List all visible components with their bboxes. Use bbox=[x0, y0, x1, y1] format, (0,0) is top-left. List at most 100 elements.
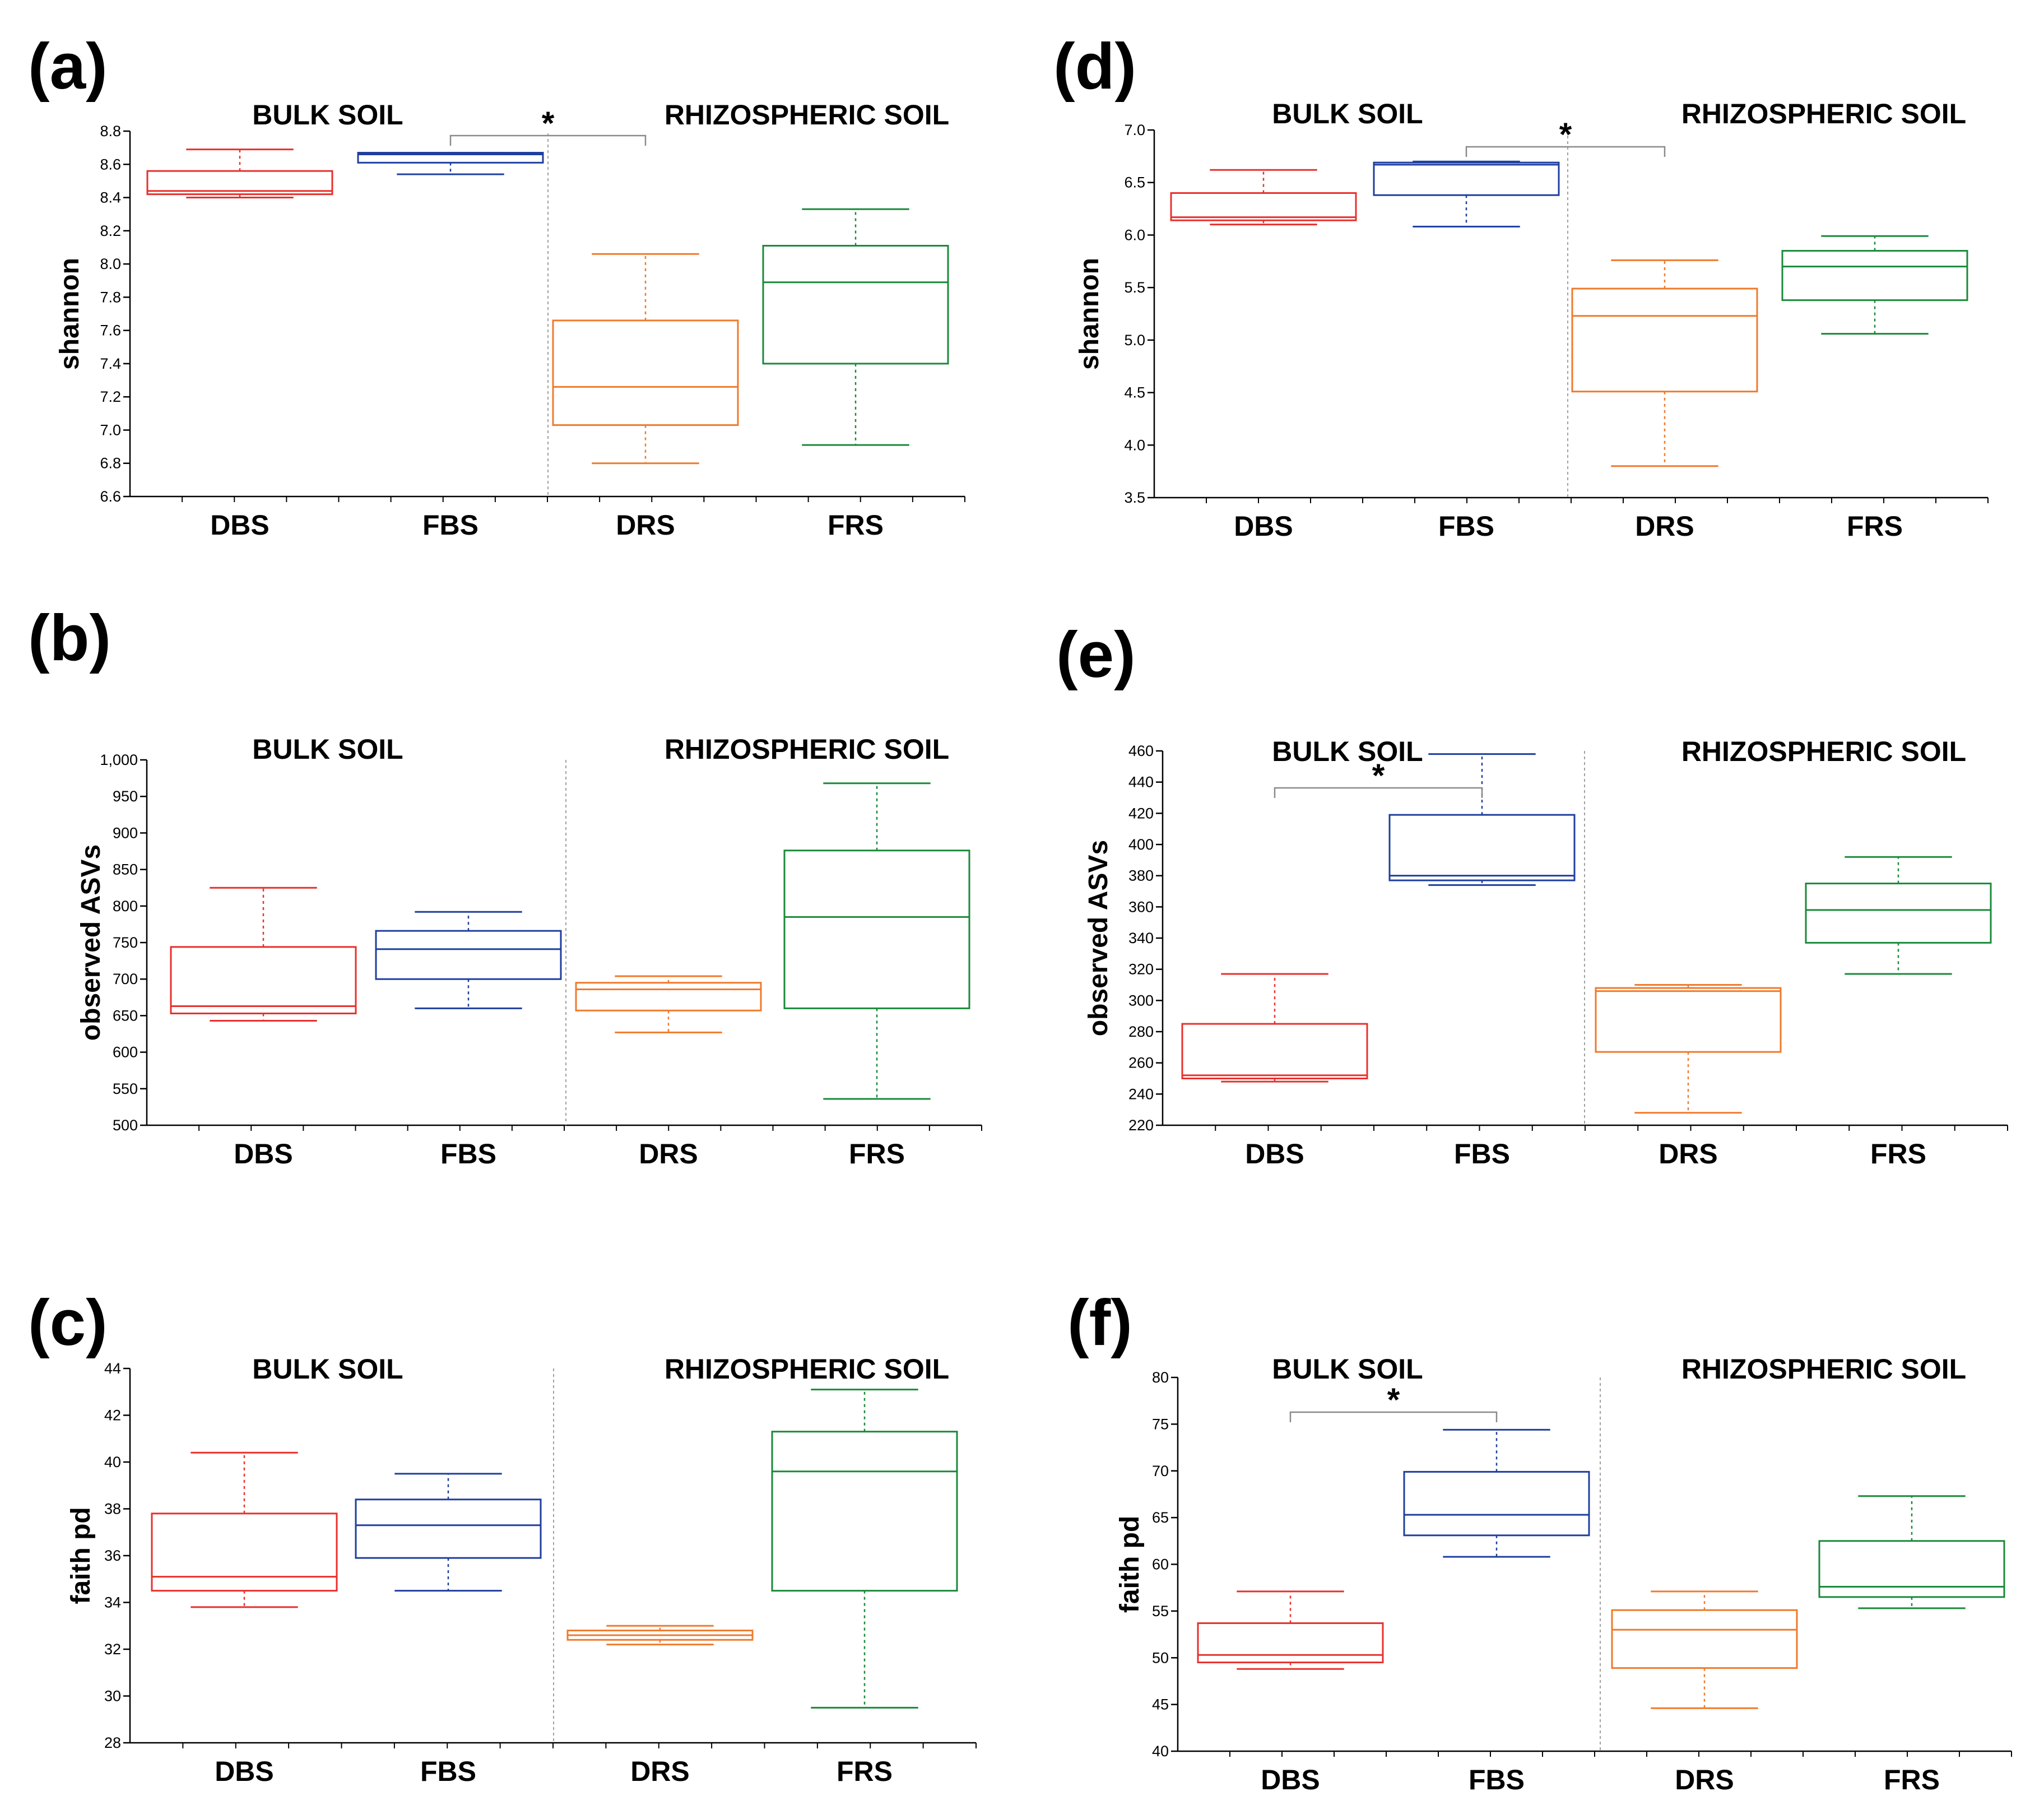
category-label-fbs: FBS bbox=[420, 1756, 476, 1787]
significance-bracket: * bbox=[1289, 1382, 1498, 1422]
y-tick-label: 650 bbox=[113, 1007, 138, 1024]
iqr-box bbox=[1595, 987, 1782, 1053]
y-axis-title: shannon bbox=[1075, 258, 1104, 370]
y-tick-label: 30 bbox=[104, 1688, 121, 1705]
bracket-line bbox=[1289, 1411, 1498, 1422]
significance-star: * bbox=[1559, 117, 1572, 153]
y-tick-label: 5.5 bbox=[1124, 279, 1145, 296]
y-tick-label: 36 bbox=[104, 1547, 121, 1564]
y-tick-label: 8.2 bbox=[100, 222, 121, 239]
y-tick-label: 750 bbox=[113, 934, 138, 951]
bracket-line bbox=[1274, 787, 1483, 798]
category-label-frs: FRS bbox=[828, 509, 884, 541]
category-label-drs: DRS bbox=[1635, 511, 1694, 542]
y-tick-label: 6.8 bbox=[100, 455, 121, 472]
iqr-box bbox=[1181, 1023, 1368, 1080]
y-tick-label: 70 bbox=[1152, 1463, 1169, 1479]
y-tick-label: 850 bbox=[113, 861, 138, 878]
box-frs bbox=[1805, 856, 1992, 975]
box-fbs bbox=[1403, 1428, 1590, 1558]
panel-letter: (c) bbox=[28, 1286, 108, 1359]
significance-star: * bbox=[1372, 758, 1385, 794]
y-tick-label: 65 bbox=[1152, 1509, 1169, 1526]
group-label-bulk-soil: BULK SOIL bbox=[252, 734, 403, 765]
y-tick-label: 400 bbox=[1128, 836, 1154, 853]
y-tick-label: 40 bbox=[1152, 1743, 1169, 1760]
panel-letter: (f) bbox=[1067, 1286, 1132, 1359]
y-tick-label: 550 bbox=[113, 1080, 138, 1097]
y-tick-label: 4.0 bbox=[1124, 437, 1145, 453]
iqr-box bbox=[355, 1498, 542, 1559]
box-dbs bbox=[146, 149, 333, 199]
y-axis-title: observed ASVs bbox=[1084, 840, 1113, 1036]
y-tick-label: 280 bbox=[1128, 1023, 1154, 1040]
y-tick-label: 60 bbox=[1152, 1556, 1169, 1573]
significance-star: * bbox=[542, 105, 555, 142]
category-label-drs: DRS bbox=[1659, 1138, 1718, 1170]
box-frs bbox=[1818, 1495, 2005, 1609]
category-label-fbs: FBS bbox=[1469, 1764, 1525, 1795]
y-tick-label: 420 bbox=[1128, 805, 1154, 822]
category-label-drs: DRS bbox=[1675, 1764, 1734, 1795]
y-tick-label: 80 bbox=[1152, 1369, 1169, 1386]
category-label-frs: FRS bbox=[1847, 511, 1903, 542]
iqr-box bbox=[762, 244, 949, 365]
category-label-frs: FRS bbox=[849, 1138, 905, 1170]
box-dbs bbox=[1197, 1590, 1384, 1670]
iqr-box bbox=[1818, 1540, 2005, 1598]
iqr-box bbox=[771, 1431, 958, 1592]
y-tick-label: 7.0 bbox=[100, 421, 121, 438]
y-tick-label: 7.0 bbox=[1124, 122, 1145, 138]
iqr-box bbox=[1781, 250, 1968, 301]
panel-letter: (d) bbox=[1053, 30, 1136, 103]
y-tick-label: 44 bbox=[104, 1360, 121, 1377]
box-dbs bbox=[1181, 973, 1368, 1083]
panel-e: (e) BULK SOIL RHIZOSPHERIC SOIL observed AS… bbox=[1056, 618, 2008, 1170]
iqr-box bbox=[1403, 1470, 1590, 1537]
iqr-box bbox=[375, 930, 562, 980]
y-tick-label: 5.0 bbox=[1124, 332, 1145, 349]
y-tick-label: 460 bbox=[1128, 743, 1154, 759]
panel-letter: (e) bbox=[1056, 618, 1136, 691]
y-tick-label: 7.6 bbox=[100, 322, 121, 339]
y-tick-label: 6.6 bbox=[100, 488, 121, 505]
box-fbs bbox=[1373, 160, 1560, 228]
y-tick-label: 32 bbox=[104, 1641, 121, 1658]
y-tick-label: 220 bbox=[1128, 1117, 1154, 1134]
group-label-rhizospheric-soil: RHIZOSPHERIC SOIL bbox=[665, 1353, 949, 1385]
box-drs bbox=[1611, 1590, 1798, 1709]
box-frs bbox=[762, 208, 949, 446]
y-tick-label: 7.4 bbox=[100, 355, 121, 372]
box-drs bbox=[566, 1625, 754, 1646]
bracket-line bbox=[1465, 146, 1666, 157]
iqr-box bbox=[1388, 814, 1576, 881]
y-tick-label: 440 bbox=[1128, 774, 1154, 791]
y-tick-label: 7.2 bbox=[100, 388, 121, 405]
box-dbs bbox=[1170, 169, 1357, 226]
category-label-drs: DRS bbox=[616, 509, 675, 541]
panel-d: (d) BULK SOIL RHIZOSPHERIC SOIL shannon 3.5 4… bbox=[1053, 30, 1989, 542]
y-tick-label: 300 bbox=[1128, 992, 1154, 1009]
significance-bracket: * bbox=[449, 105, 647, 146]
category-label-drs: DRS bbox=[639, 1138, 698, 1170]
box-fbs bbox=[1388, 753, 1576, 886]
y-axis-title: shannon bbox=[55, 258, 85, 370]
y-tick-label: 1,000 bbox=[100, 751, 138, 768]
iqr-box bbox=[170, 946, 357, 1014]
y-tick-label: 42 bbox=[104, 1407, 121, 1424]
category-label-fbs: FBS bbox=[1454, 1138, 1510, 1170]
y-tick-label: 45 bbox=[1152, 1696, 1169, 1713]
group-label-rhizospheric-soil: RHIZOSPHERIC SOIL bbox=[665, 734, 949, 765]
y-tick-label: 340 bbox=[1128, 930, 1154, 946]
box-drs bbox=[1595, 984, 1782, 1114]
group-label-rhizospheric-soil: RHIZOSPHERIC SOIL bbox=[1681, 736, 1966, 767]
box-fbs bbox=[375, 911, 562, 1009]
group-label-bulk-soil: BULK SOIL bbox=[1272, 98, 1423, 129]
panel-b: (b) BULK SOIL RHIZOSPHERIC SOIL observed AS… bbox=[28, 601, 982, 1170]
iqr-box bbox=[1805, 883, 1992, 944]
box-fbs bbox=[355, 1473, 542, 1592]
group-label-rhizospheric-soil: RHIZOSPHERIC SOIL bbox=[1681, 1353, 1966, 1385]
panel-letter: (a) bbox=[28, 30, 108, 103]
category-label-fbs: FBS bbox=[1438, 511, 1494, 542]
